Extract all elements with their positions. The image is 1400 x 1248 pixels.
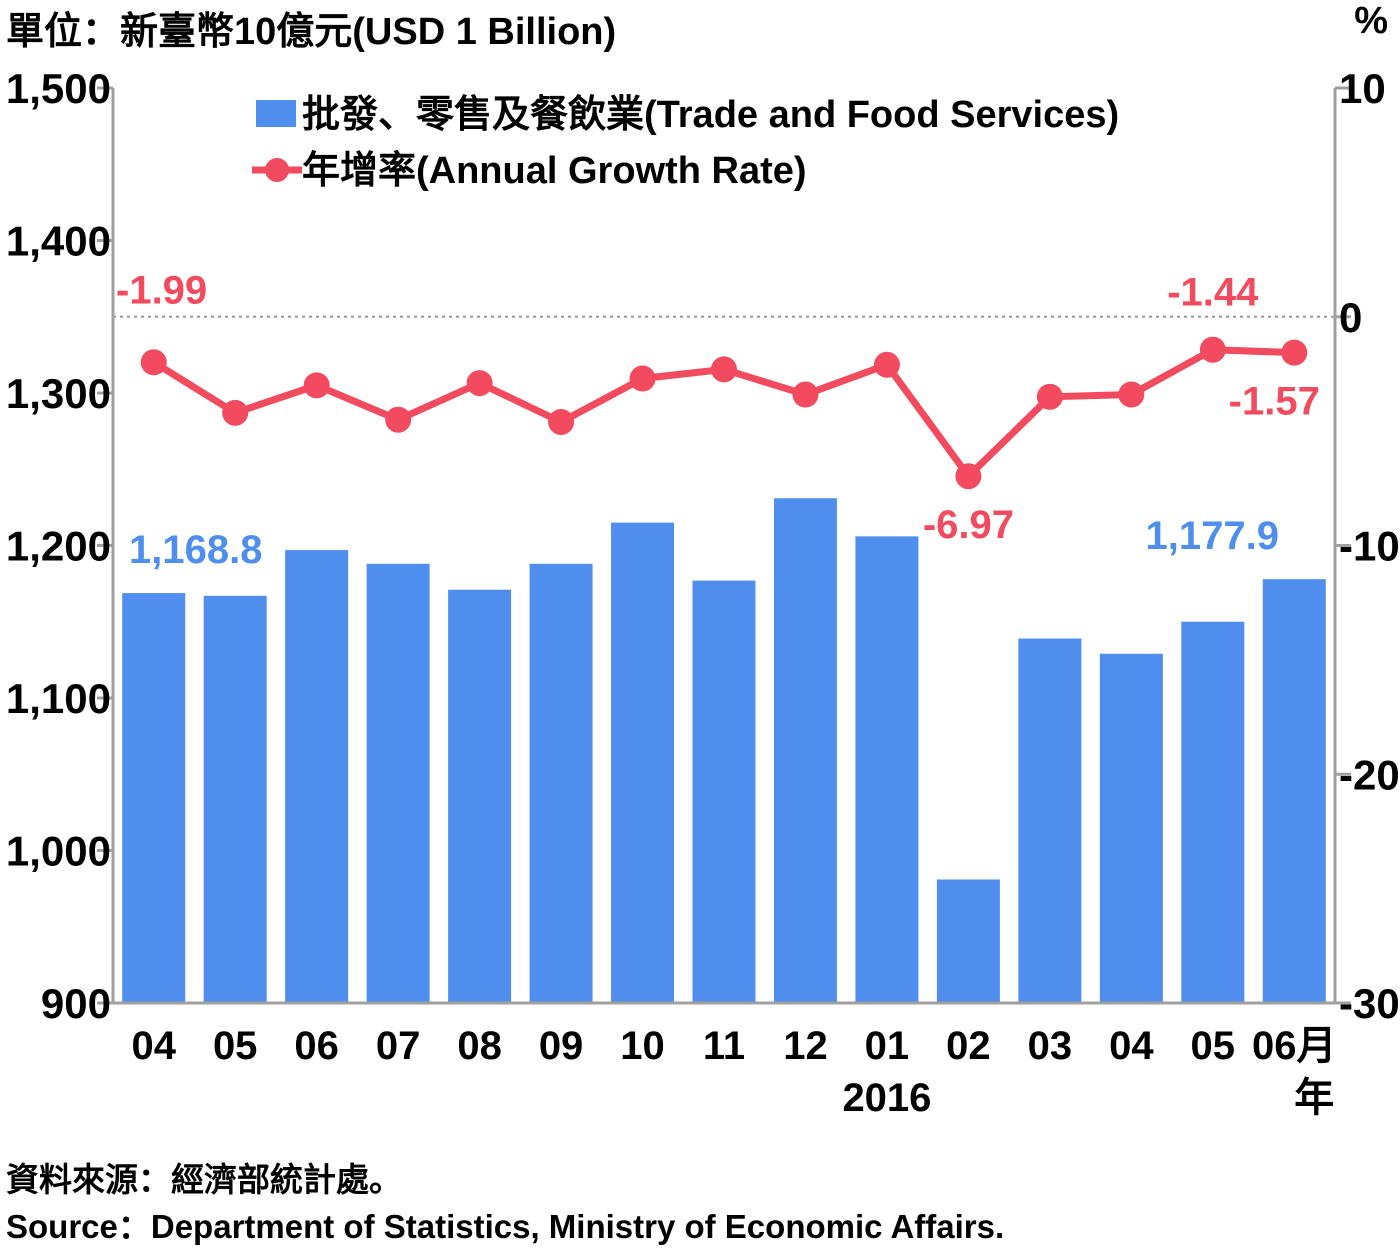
x-tick-label: 05	[1191, 1024, 1236, 1068]
axes-layer: 900 1,000 1,100 1,200 1,300 1,400 1,500 -30 -20 -…	[6, 65, 1400, 1120]
x-tick-label: 09	[539, 1024, 584, 1068]
right-tick-label: 0	[1339, 294, 1362, 341]
x-tick-label: 08	[457, 1024, 502, 1068]
growth-point-13	[1199, 336, 1226, 363]
left-tick-label: 1,400	[6, 218, 111, 265]
right-tick-label: -20	[1339, 751, 1400, 798]
growth-value-label: -1.57	[1229, 380, 1320, 424]
growth-point-5	[548, 408, 575, 435]
x-tick-label: 10	[620, 1024, 665, 1068]
growth-point-3	[385, 406, 412, 433]
x-tick-label: 06月	[1252, 1024, 1337, 1068]
bar-5	[529, 563, 593, 1003]
growth-value-label: -1.99	[116, 268, 207, 312]
x-tick-label: 05	[213, 1024, 258, 1068]
growth-point-12	[1118, 381, 1145, 408]
left-tick-label: 1,300	[6, 370, 111, 417]
growth-point-6	[629, 365, 656, 392]
bar-9	[855, 536, 919, 1003]
x-tick-label: 06	[294, 1024, 339, 1068]
growth-point-1	[222, 399, 249, 426]
source-english: Source：Department of Statistics, Ministr…	[6, 1208, 1005, 1245]
left-tick-label: 1,100	[6, 675, 111, 722]
x-tick-label: 04	[1109, 1024, 1154, 1068]
legend: 批發、零售及餐飲業(Trade and Food Services) 年增率(An…	[252, 94, 1119, 192]
legend-line-label: 年增率(Annual Growth Rate)	[302, 150, 807, 192]
year-label: 2016	[842, 1076, 931, 1120]
growth-point-9	[873, 351, 900, 378]
left-axis-unit-label: 單位：新臺幣10億元(USD 1 Billion)	[6, 11, 617, 53]
growth-line-series	[140, 336, 1308, 490]
bar-11	[1018, 638, 1082, 1003]
growth-point-7	[711, 356, 737, 383]
x-tick-label: 02	[946, 1024, 991, 1068]
bar-8	[773, 498, 837, 1003]
bar-value-label: 1,177.9	[1146, 514, 1279, 558]
source-chinese: 資料來源：經濟部統計處。	[6, 1161, 402, 1198]
left-tick-label: 1,200	[6, 523, 111, 570]
left-tick-label: 900	[41, 980, 111, 1027]
data-labels-layer: 1,168.8 1,177.9 -1.99 -6.97 -1.44 -1.57	[116, 268, 1320, 572]
legend-bar-swatch	[256, 100, 296, 127]
bar-series	[122, 498, 1326, 1003]
growth-point-0	[140, 349, 167, 376]
growth-point-10	[955, 463, 982, 490]
right-tick-label: -30	[1339, 980, 1400, 1027]
right-tick-label: 10	[1339, 65, 1386, 112]
x-tick-label: 04	[131, 1024, 176, 1068]
x-tick-label: 12	[783, 1024, 828, 1068]
bar-1	[203, 595, 267, 1003]
right-tick-label: -10	[1339, 523, 1400, 570]
legend-bar-label: 批發、零售及餐飲業(Trade and Food Services)	[302, 94, 1119, 136]
x-tick-label: 11	[703, 1024, 745, 1068]
right-axis-unit-label: %	[1354, 0, 1388, 42]
growth-point-2	[303, 372, 330, 399]
left-tick-label: 1,000	[6, 828, 111, 875]
growth-point-4	[466, 370, 493, 397]
legend-line-marker	[265, 158, 289, 182]
chart: 900 1,000 1,100 1,200 1,300 1,400 1,500 -30 -20 -…	[6, 65, 1400, 1120]
growth-value-label: -1.44	[1167, 271, 1259, 315]
bar-14	[1262, 579, 1326, 1003]
growth-point-11	[1036, 383, 1063, 410]
growth-point-14	[1281, 339, 1308, 366]
bar-4	[448, 589, 512, 1003]
bar-10	[936, 879, 1000, 1003]
bar-6	[611, 522, 675, 1003]
bar-13	[1181, 621, 1245, 1003]
bar-12	[1099, 653, 1163, 1003]
growth-value-label: -6.97	[923, 503, 1014, 547]
bar-7	[692, 580, 756, 1003]
bar-3	[366, 563, 430, 1003]
x-tick-label: 07	[376, 1024, 421, 1068]
year-unit-label: 年	[1294, 1076, 1334, 1120]
x-tick-label: 01	[865, 1024, 910, 1068]
bar-0	[122, 593, 186, 1003]
x-tick-label: 03	[1028, 1024, 1073, 1068]
bar-2	[285, 550, 349, 1003]
left-tick-label: 1,500	[6, 65, 111, 112]
bar-value-label: 1,168.8	[129, 528, 262, 572]
growth-point-8	[792, 381, 819, 408]
